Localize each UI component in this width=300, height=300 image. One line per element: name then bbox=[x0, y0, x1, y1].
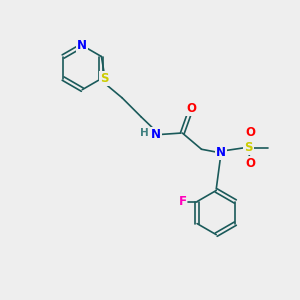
Text: N: N bbox=[77, 39, 87, 52]
Text: O: O bbox=[245, 126, 255, 139]
Text: H: H bbox=[140, 128, 149, 138]
Text: F: F bbox=[178, 195, 186, 208]
Text: O: O bbox=[245, 157, 255, 169]
Text: N: N bbox=[151, 128, 161, 141]
Text: S: S bbox=[100, 72, 109, 85]
Text: O: O bbox=[186, 102, 196, 116]
Text: S: S bbox=[244, 141, 253, 154]
Text: N: N bbox=[216, 146, 226, 159]
